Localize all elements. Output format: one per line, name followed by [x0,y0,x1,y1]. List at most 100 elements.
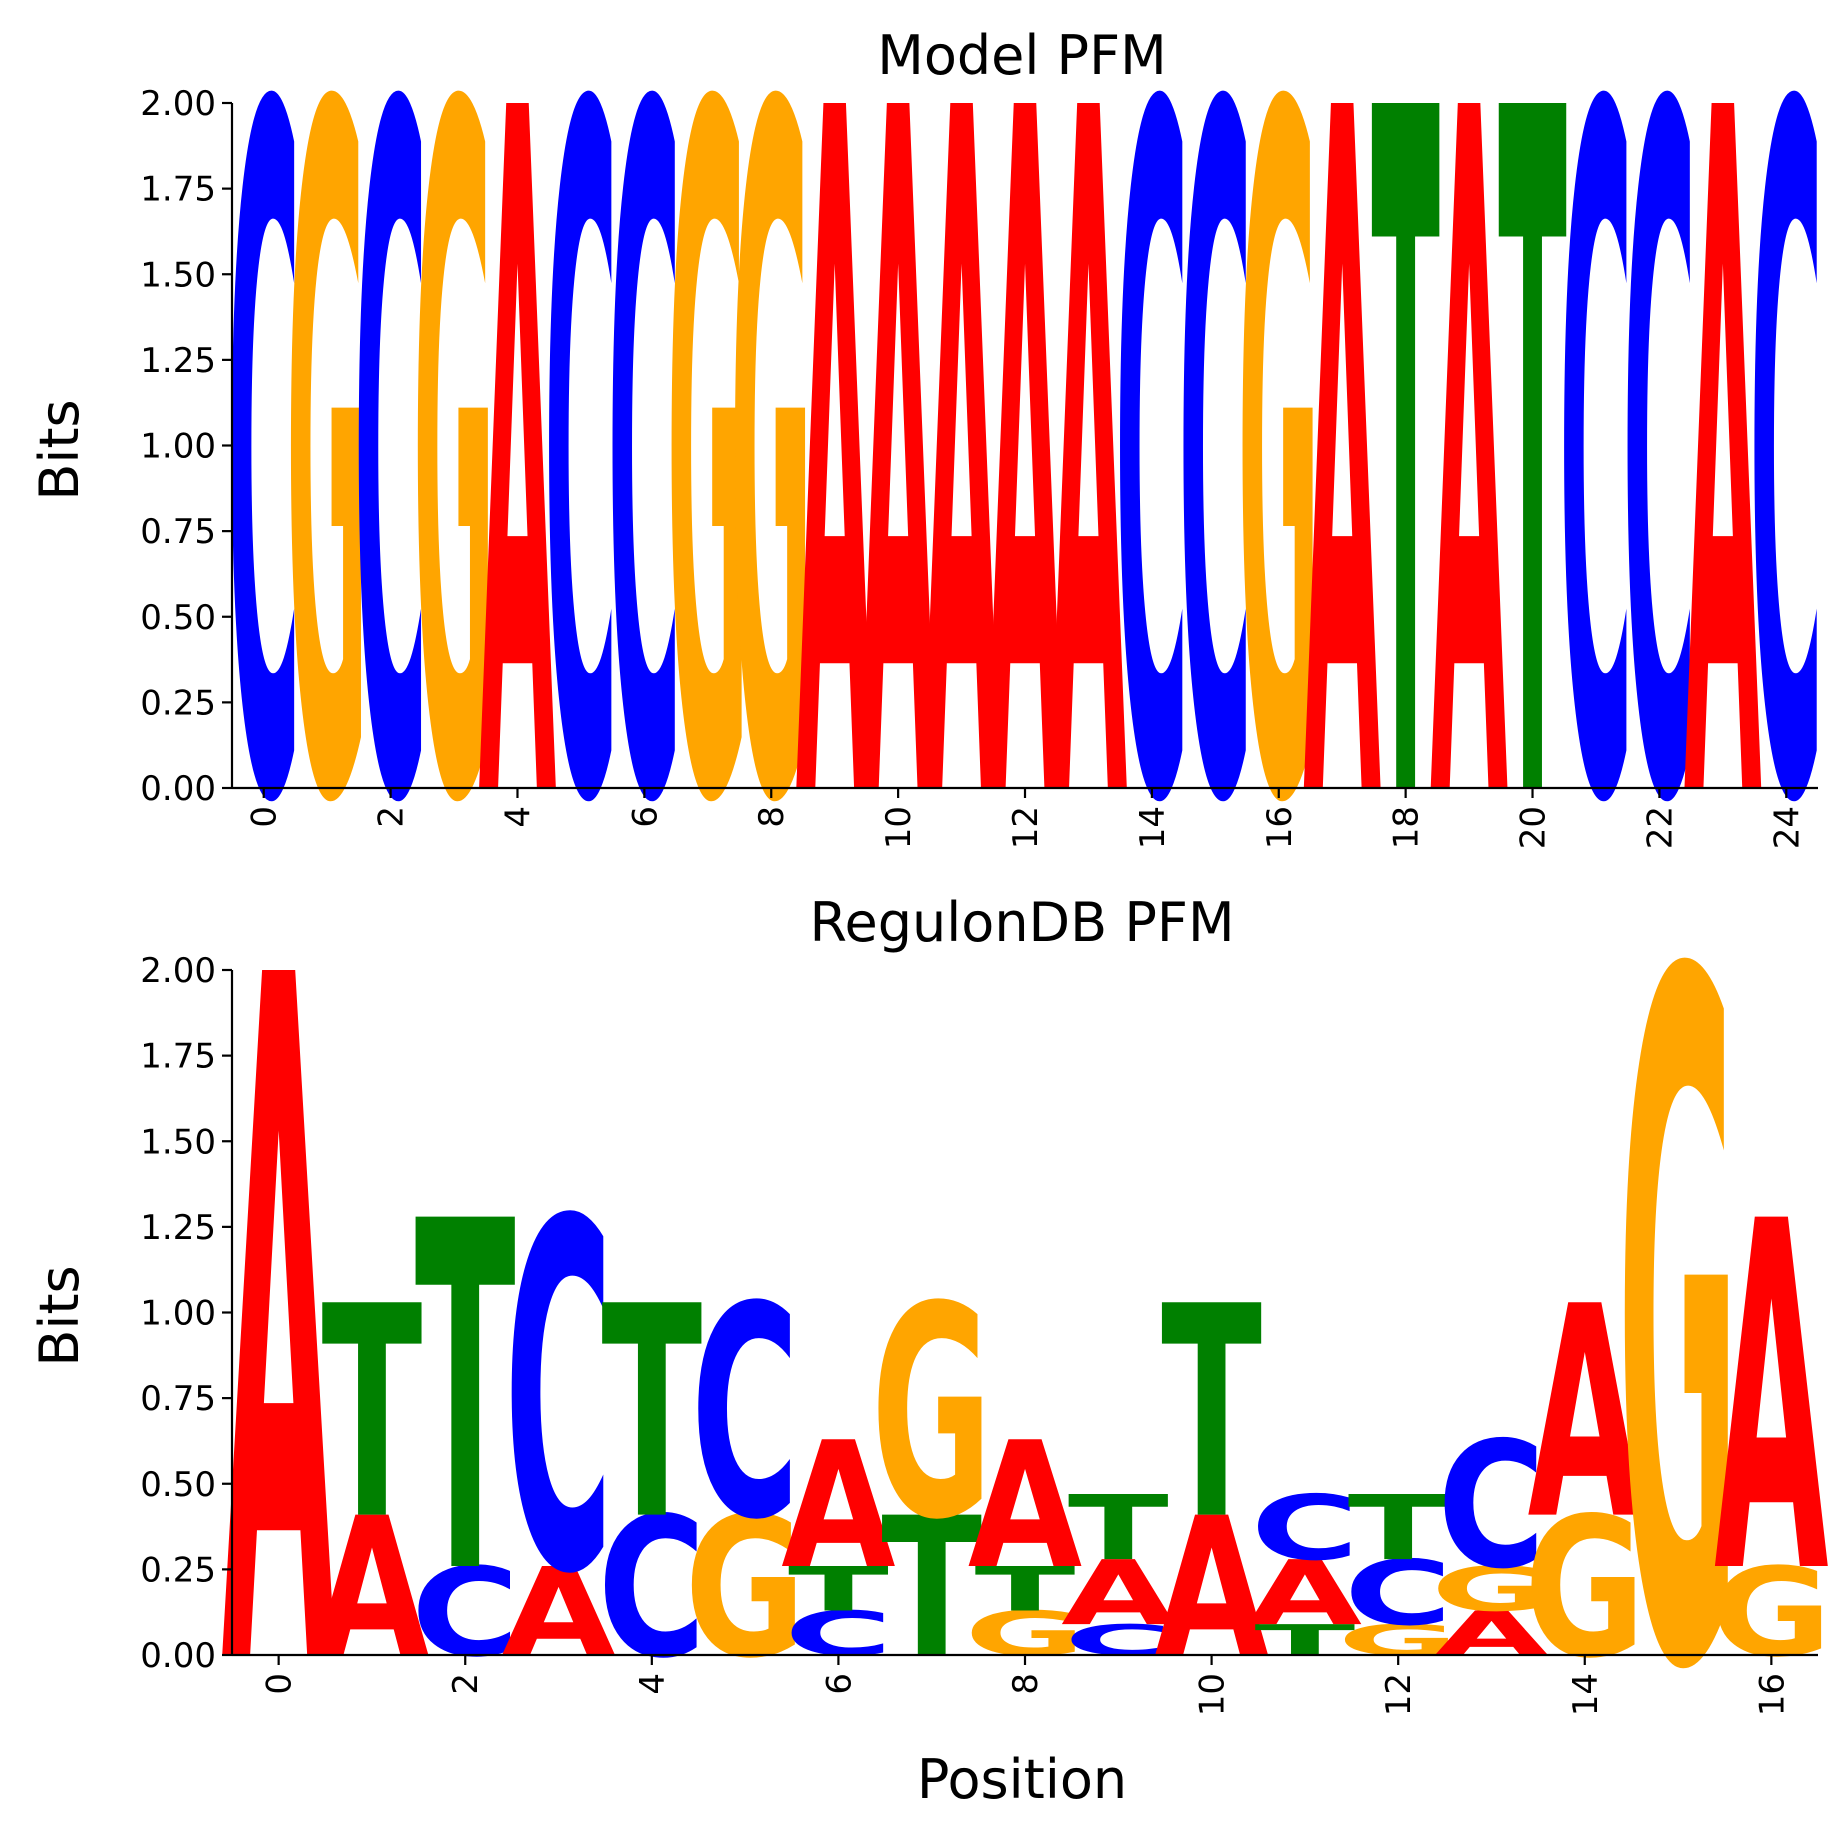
model-pfm-letter-17-a: A [1303,0,1381,1010]
regulondb-pfm-xtick-label: 0 [260,1673,300,1695]
regulondb-pfm-ytick-label: 0.25 [140,1550,216,1590]
regulondb-pfm-letter-15-g: G [1617,783,1738,1834]
model-pfm-letter-19-a: A [1430,0,1508,1010]
regulondb-pfm-xtick-label: 8 [1006,1673,1046,1695]
regulondb-pfm-axes: 0.00 0.25 0.50 0.75 1.00 1.25 1.50 1.75 2.00 0 2 4 6… [140,951,1818,1716]
regulondb-pfm-letter-7-t: T [881,1478,982,1701]
model-pfm-ytick-label: 2.00 [140,84,216,124]
regulondb-pfm-letter-8-t: T [975,1554,1076,1625]
regulondb-pfm-letter-4-t: T [601,1246,702,1584]
model-pfm-xtick-label: 10 [879,806,919,849]
regulondb-pfm-letter-10-t: T [1161,1246,1262,1584]
regulondb-pfm-letter-7-g: G [871,1246,992,1584]
regulondb-pfm-ytick-label: 1.75 [140,1037,216,1077]
model-pfm-xtick-label: 6 [625,806,665,828]
model-pfm-ylabel: Bits [28,399,91,500]
regulondb-pfm-letter-9-a: A [1061,1542,1175,1646]
model-pfm-letter-11-a: A [923,0,1001,1010]
regulondb-pfm-letter-11-a: A [1248,1542,1362,1646]
regulondb-pfm-ytick-label: 1.25 [140,1208,216,1248]
model-pfm-letter-18-t: T [1371,0,1440,1010]
model-pfm-ytick-label: 1.75 [140,170,216,210]
regulondb-pfm-letter-3-c: C [504,1121,612,1679]
regulondb-pfm-xtick-label: 16 [1752,1673,1792,1716]
regulondb-pfm-ylabel: Bits [28,1265,91,1366]
regulondb-pfm-xtick-label: 12 [1379,1673,1419,1716]
model-pfm-letter-7-g: G [667,0,749,1010]
regulondb-pfm-letter-14-a: A [1528,1246,1642,1584]
model-pfm-ytick-label: 0.75 [140,512,216,552]
regulondb-pfm-xlabel: Position [917,1748,1127,1811]
regulondb-pfm-xtick-label: 4 [633,1673,673,1695]
model-pfm-xtick-label: 20 [1514,806,1554,849]
regulondb-pfm-letter-1-a: A [315,1478,429,1701]
model-pfm-letter-14-c: C [1115,0,1189,1010]
model-pfm-letter-16-g: G [1238,0,1320,1010]
model-pfm-letter-8-g: G [730,0,812,1010]
regulondb-pfm-xtick-label: 10 [1193,1673,1233,1716]
model-pfm-letter-12-a: A [986,0,1064,1010]
regulondb-pfm-letter-13-g: G [1431,1554,1552,1625]
regulondb-pfm-letter-5-g: G [685,1478,806,1701]
model-pfm-letter-15-c: C [1178,0,1252,1010]
model-pfm-letter-21-c: C [1559,0,1633,1010]
regulondb-pfm-letter-11-t: T [1255,1616,1356,1665]
model-pfm-letter-10-a: A [859,0,937,1010]
regulondb-pfm-letter-3-a: A [501,1541,615,1683]
model-pfm-letter-2-c: C [354,0,428,1010]
regulondb-pfm-letter-12-c: C [1344,1542,1452,1646]
regulondb-pfm-xtick-label: 14 [1566,1673,1606,1716]
regulondb-pfm-letter-16-a: A [1714,1121,1829,1679]
model-pfm-ytick-label: 1.00 [140,427,216,467]
model-pfm-ytick-label: 0.25 [140,683,216,723]
model-pfm-letter-23-a: A [1684,0,1762,1010]
model-pfm-letter-6-c: C [608,0,682,1010]
model-pfm-ytick-label: 1.50 [140,255,216,295]
regulondb-pfm-letter-12-t: T [1348,1476,1449,1580]
regulondb-pfm-ytick-label: 1.00 [140,1294,216,1334]
model-pfm-letter-5-c: C [544,0,618,1010]
model-pfm-ytick-label: 1.25 [140,341,216,381]
regulondb-pfm-letter-11-c: C [1251,1476,1359,1580]
regulondb-pfm-letter-2-t: T [415,1121,517,1679]
regulondb-pfm-letter-9-t: T [1068,1476,1169,1580]
model-pfm-letter-22-c: C [1623,0,1697,1010]
regulondb-pfm-panel: RegulonDB PFM Bits Position AATCTACCTGCC… [28,783,1832,1834]
regulondb-pfm-letter-5-c: C [691,1246,799,1584]
model-pfm-panel: Model PFM Bits CGCGACCGGAAAAACCGATATCCAC… [28,0,1823,1010]
regulondb-pfm-ytick-label: 2.00 [140,951,216,991]
model-pfm-letter-13-a: A [1050,0,1128,1010]
model-pfm-xtick-label: 12 [1006,806,1046,849]
model-pfm-letter-9-a: A [796,0,874,1010]
model-pfm-xtick-label: 24 [1767,806,1807,849]
regulondb-pfm-letter-6-a: A [781,1405,895,1608]
regulondb-pfm-letter-9-c: C [1064,1616,1172,1665]
regulondb-pfm-ytick-label: 0.75 [140,1379,216,1419]
model-pfm-letter-0-c: C [227,0,301,1010]
model-pfm-letter-3-g: G [413,0,495,1010]
regulondb-pfm-ytick-label: 0.50 [140,1465,216,1505]
regulondb-pfm-xtick-label: 6 [819,1673,859,1695]
model-pfm-letter-4-a: A [479,0,557,1010]
regulondb-pfm-letter-13-a: A [1434,1598,1548,1669]
model-pfm-xtick-label: 4 [498,806,538,828]
regulondb-pfm-title: RegulonDB PFM [809,891,1234,954]
model-pfm-ytick-label: 0.00 [140,769,216,809]
model-pfm-xtick-label: 0 [245,806,285,828]
model-pfm-letter-1-g: G [286,0,368,1010]
regulondb-pfm-letter-6-t: T [788,1554,889,1625]
regulondb-pfm-xtick-label: 2 [446,1673,486,1695]
regulondb-pfm-ytick-label: 1.50 [140,1122,216,1162]
model-pfm-xtick-label: 2 [372,806,412,828]
model-pfm-xtick-label: 8 [752,806,792,828]
regulondb-pfm-letter-8-a: A [968,1405,1082,1608]
regulondb-pfm-ytick-label: 0.00 [140,1636,216,1676]
model-pfm-xtick-label: 22 [1640,806,1680,849]
model-pfm-letter-24-c: C [1749,0,1823,1010]
regulondb-pfm-letter-1-t: T [322,1246,423,1584]
model-pfm-title: Model PFM [877,24,1167,87]
regulondb-pfm-letter-13-c: C [1437,1405,1545,1608]
